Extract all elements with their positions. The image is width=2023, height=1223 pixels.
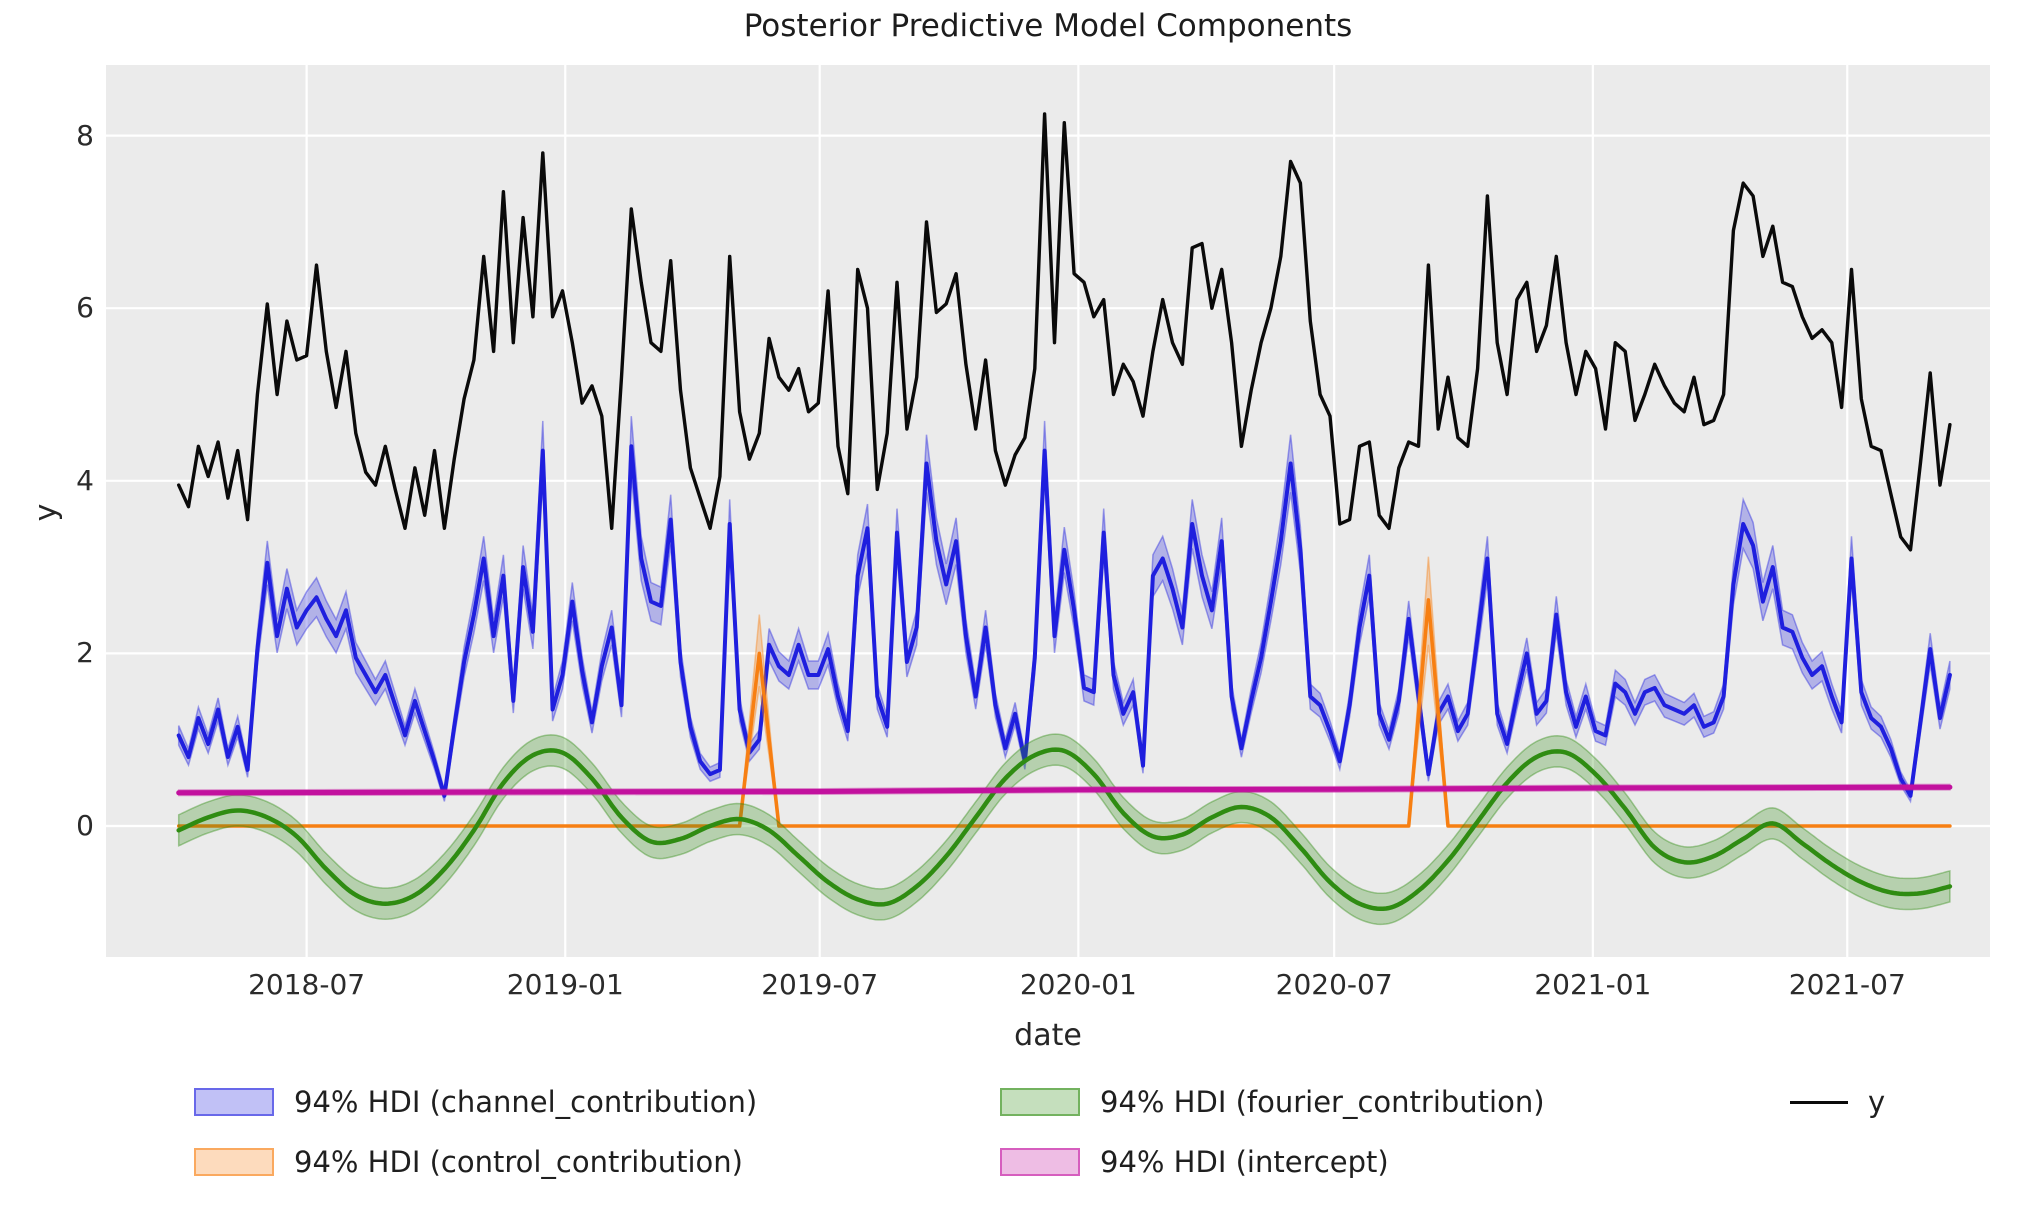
channel-hdi-swatch xyxy=(194,1088,274,1116)
x-tick-2021-01: 2021-01 xyxy=(1534,968,1652,1001)
legend-label-control: 94% HDI (control_contribution) xyxy=(294,1145,743,1179)
legend-label-channel: 94% HDI (channel_contribution) xyxy=(294,1085,758,1119)
y-tick-2: 2 xyxy=(76,636,94,670)
legend-label-fourier: 94% HDI (fourier_contribution) xyxy=(1100,1085,1545,1119)
y-line-sample xyxy=(1790,1100,1848,1104)
legend-item-intercept: 94% HDI (intercept) xyxy=(1000,1145,1389,1179)
chart-title: Posterior Predictive Model Components xyxy=(743,8,1353,44)
legend-label-y: y xyxy=(1868,1085,1886,1119)
control-hdi-swatch xyxy=(194,1148,274,1176)
x-axis-label: date xyxy=(1014,1018,1082,1053)
x-tick-2018-07: 2018-07 xyxy=(248,968,366,1001)
x-tick-2020-01: 2020-01 xyxy=(1019,968,1137,1001)
x-tick-2020-07: 2020-07 xyxy=(1275,968,1393,1001)
legend-item-channel: 94% HDI (channel_contribution) xyxy=(194,1085,758,1119)
x-tick-2019-01: 2019-01 xyxy=(506,968,624,1001)
intercept-hdi-swatch xyxy=(1000,1148,1080,1176)
legend-item-fourier: 94% HDI (fourier_contribution) xyxy=(1000,1085,1545,1119)
y-tick-6: 6 xyxy=(76,291,94,325)
fourier-hdi-swatch xyxy=(1000,1088,1080,1116)
y-tick-0: 0 xyxy=(76,809,94,842)
y-tick-8: 8 xyxy=(76,118,94,152)
legend-item-control: 94% HDI (control_contribution) xyxy=(194,1145,743,1179)
y-tick-4: 4 xyxy=(76,463,94,497)
x-tick-2019-07: 2019-07 xyxy=(761,968,879,1001)
legend-item-y: y xyxy=(1790,1085,1886,1119)
legend-label-intercept: 94% HDI (intercept) xyxy=(1100,1145,1389,1179)
x-tick-2021-07: 2021-07 xyxy=(1788,968,1906,1001)
